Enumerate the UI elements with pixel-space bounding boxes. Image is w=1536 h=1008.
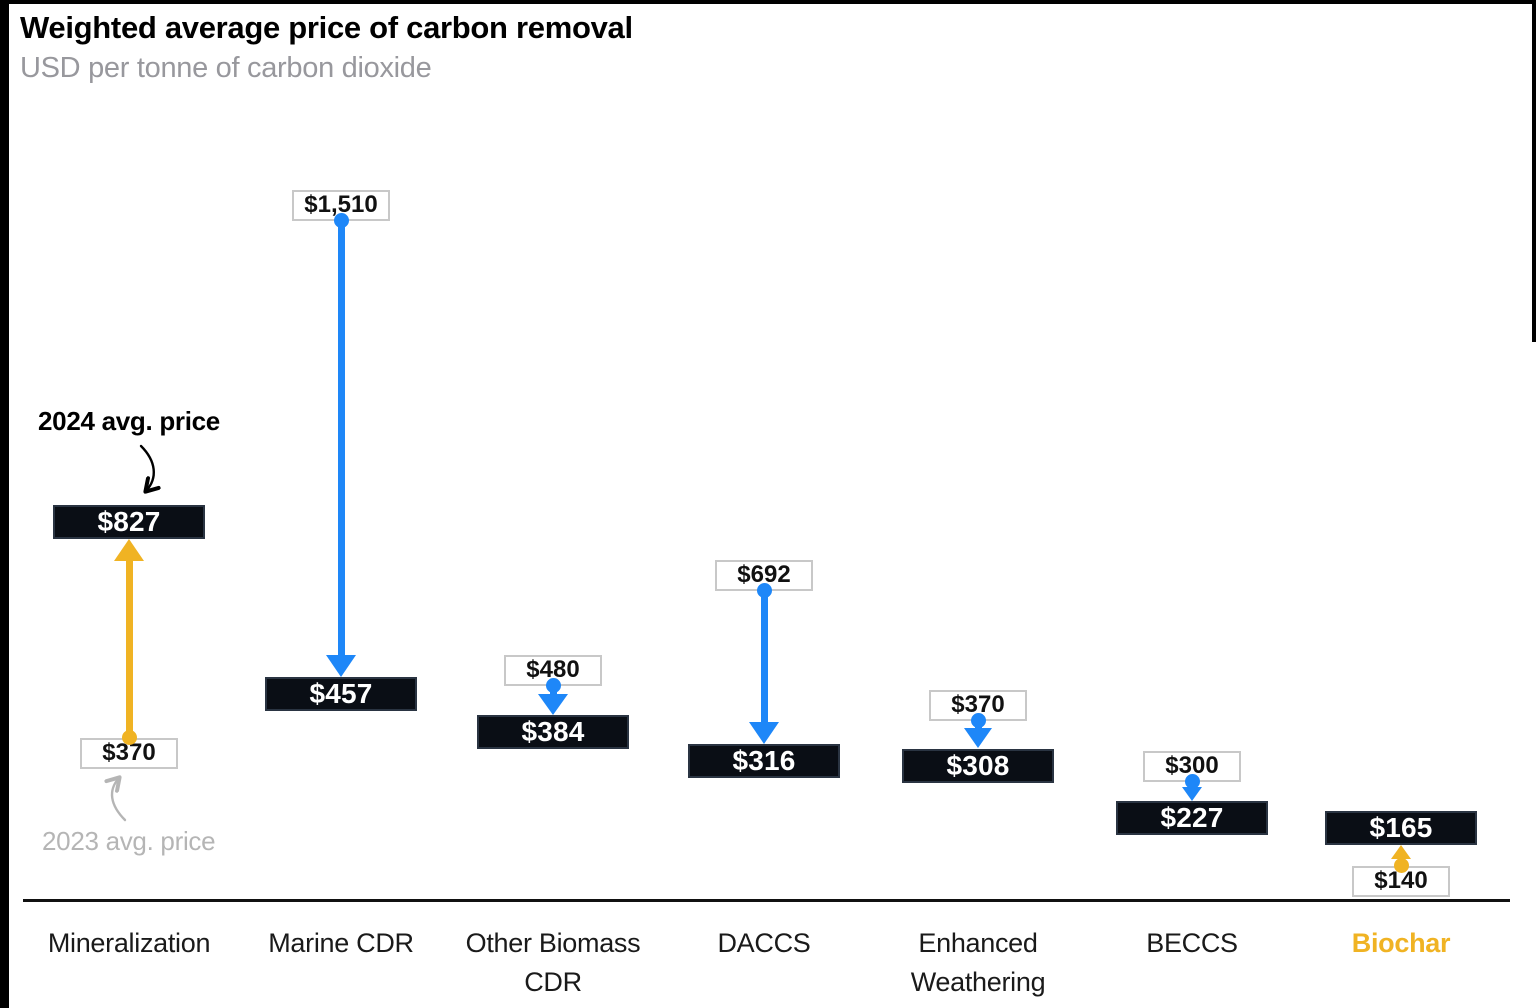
arrow-head-up xyxy=(113,539,144,561)
arrow-start-dot xyxy=(756,583,772,598)
arrow-head-up xyxy=(1390,845,1411,859)
arrow-start-dot xyxy=(970,713,986,728)
price-2024-box: $827 xyxy=(53,505,205,539)
x-axis-line xyxy=(23,899,1510,902)
price-2024-box: $227 xyxy=(1116,801,1268,835)
curved-arrow-to-2024-box xyxy=(139,444,154,491)
price-2024-box: $165 xyxy=(1325,811,1477,845)
arrow-start-dot xyxy=(1184,774,1200,789)
arrow-start-dot xyxy=(121,730,137,745)
category-label-mineralization: Mineralization xyxy=(47,928,211,958)
arrow-shaft xyxy=(760,590,768,722)
arrow-head-down xyxy=(748,722,779,744)
page-edge-left xyxy=(0,0,9,1008)
arrow-head-down xyxy=(325,655,356,677)
price-2024-box: $457 xyxy=(265,677,417,711)
annotation-2024-avg-price: 2024 avg. price xyxy=(38,406,220,436)
category-label-beccs: BECCS xyxy=(1146,928,1238,958)
price-2023-box: $300 xyxy=(1143,750,1241,782)
arrow-shaft xyxy=(125,561,133,738)
chart-subtitle: USD per tonne of carbon dioxide xyxy=(20,52,432,84)
chart-title: Weighted average price of carbon removal xyxy=(20,10,633,45)
category-label-other-biomass-cdr: Other Biomass CDR xyxy=(465,928,641,997)
arrow-head-down xyxy=(1182,786,1202,801)
arrow-head-down xyxy=(963,728,992,749)
price-2024-box: $384 xyxy=(477,715,629,749)
arrow-start-dot xyxy=(333,213,349,228)
arrow-start-dot xyxy=(1393,858,1409,873)
annotation-2023-avg-price: 2023 avg. price xyxy=(42,826,216,856)
page-edge-right xyxy=(1532,0,1536,342)
category-label-biochar: Biochar xyxy=(1351,928,1451,958)
page-edge-top xyxy=(0,0,1536,4)
price-2024-box: $308 xyxy=(902,749,1054,783)
arrow-start-dot xyxy=(545,678,561,693)
curved-arrow-to-2023-box xyxy=(112,778,127,822)
arrow-head-down xyxy=(538,693,568,715)
price-2024-box: $316 xyxy=(688,744,840,778)
category-label-marine-cdr: Marine CDR xyxy=(268,928,414,958)
category-label-daccs: DACCS xyxy=(717,928,811,958)
category-label-enhanced-weathering: Enhanced Weathering xyxy=(910,928,1046,997)
arrow-shaft xyxy=(337,220,345,655)
